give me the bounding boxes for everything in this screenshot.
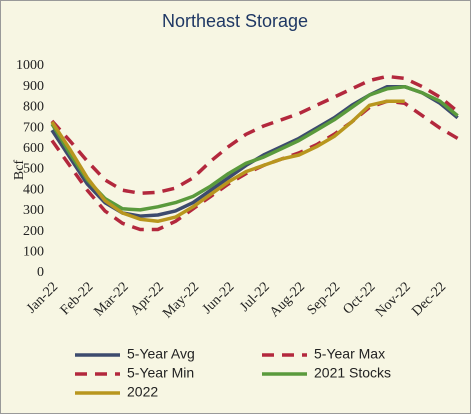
- legend-label: 2022: [127, 384, 158, 400]
- series-line: [50, 99, 405, 224]
- chart-title: Northeast Storage: [162, 11, 308, 31]
- legend-label: 5-Year Avg: [127, 346, 195, 362]
- y-tick-label: 300: [23, 203, 44, 218]
- legend-label: 5-Year Max: [314, 346, 385, 362]
- legend-label: 5-Year Min: [127, 365, 194, 381]
- y-tick-label: 100: [23, 245, 44, 260]
- y-tick-label: 900: [23, 79, 44, 94]
- y-tick-label: 200: [23, 224, 44, 239]
- y-tick-label: 700: [23, 120, 44, 135]
- y-tick-label: 600: [23, 141, 44, 156]
- y-tick-label: 1000: [16, 58, 44, 73]
- y-tick-label: 0: [37, 265, 44, 280]
- legend-label: 2021 Stocks: [314, 365, 391, 381]
- y-axis-label: Bcf: [12, 160, 27, 181]
- y-tick-label: 800: [23, 100, 44, 115]
- series-line: [50, 84, 459, 212]
- y-tick-label: 400: [23, 182, 44, 197]
- y-tick-label: 500: [23, 162, 44, 177]
